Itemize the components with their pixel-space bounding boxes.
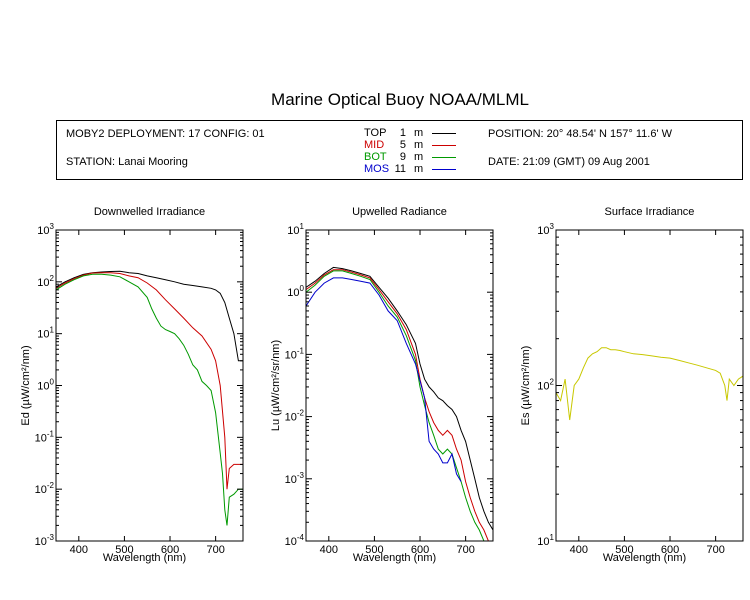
legend-swatch: [432, 157, 456, 158]
y-tick-label: 101: [287, 222, 304, 237]
y-axis-label: Ed (µW/cm²/nm): [20, 345, 32, 425]
x-tick-label: 400: [70, 544, 88, 556]
x-axis-label: Wavelength (nm): [603, 552, 686, 564]
x-tick-label: 400: [570, 544, 588, 556]
plot-frame: [555, 229, 744, 542]
legend-depth: 5: [399, 139, 406, 151]
legend-depth: 9: [399, 151, 406, 163]
legend-label-mos: MOS: [364, 163, 390, 175]
x-axis-label: Wavelength (nm): [103, 552, 186, 564]
x-tick-label: 500: [615, 544, 633, 556]
plot-frame: [305, 229, 494, 542]
y-tick-label: 10-1: [285, 346, 305, 361]
x-tick-label: 700: [706, 544, 724, 556]
x-tick-label: 700: [456, 544, 474, 556]
legend-unit: m: [414, 163, 424, 175]
x-tick-label: 400: [320, 544, 338, 556]
y-axis-label: Es (µW/cm²/nm): [520, 346, 532, 426]
y-tick-label: 10-3: [285, 471, 305, 486]
x-tick-label: 600: [161, 544, 179, 556]
x-tick-label: 500: [115, 544, 133, 556]
legend-unit: m: [414, 127, 424, 139]
chart-1: Upwelled Radiance 400 500 600 700 Wavelength …: [270, 206, 494, 564]
date-text: DATE: 21:09 (GMT) 09 Aug 2001: [488, 156, 650, 168]
y-tick-label: 10-2: [285, 409, 305, 424]
station-text: STATION: Lanai Mooring: [66, 156, 188, 168]
x-tick-label: 700: [206, 544, 224, 556]
series-line-1: [56, 272, 243, 490]
legend-unit: m: [414, 151, 424, 163]
y-tick-label: 10-4: [285, 533, 305, 548]
y-tick-label: 10-2: [35, 481, 55, 496]
y-tick-label: 100: [37, 378, 54, 393]
y-tick-label: 102: [37, 274, 54, 289]
series-line-3: [306, 277, 462, 482]
series-line-0: [306, 266, 493, 531]
chart-2: Surface Irradiance 400 500 600 700 Wavelength…: [520, 206, 744, 564]
series-line-2: [306, 270, 493, 541]
legend-unit: m: [414, 139, 424, 151]
position-text: POSITION: 20° 48.54' N 157° 11.6' W: [488, 128, 672, 140]
x-axis-label: Wavelength (nm): [353, 552, 436, 564]
legend-label-top: TOP: [364, 127, 387, 139]
legend-depth: 11: [394, 163, 406, 175]
y-tick-label: 101: [537, 533, 554, 548]
chart-title: Downwelled Irradiance: [94, 206, 205, 218]
y-tick-label: 10-1: [35, 429, 55, 444]
info-box: [56, 120, 743, 180]
x-tick-label: 600: [661, 544, 679, 556]
x-tick-label: 600: [411, 544, 429, 556]
chart-0: Downwelled Irradiance 400 500 600 700 Wavelen…: [20, 206, 244, 564]
legend-label-mid: MID: [364, 139, 385, 151]
chart-title: Surface Irradiance: [605, 206, 695, 218]
y-tick-label: 102: [537, 378, 554, 393]
y-tick-label: 101: [37, 326, 54, 341]
legend-swatch: [432, 145, 456, 146]
series-line-0: [556, 347, 743, 421]
y-axis-label: Lu (µW/cm²/sr/nm): [270, 340, 282, 431]
deployment-text: MOBY2 DEPLOYMENT: 17 CONFIG: 01: [66, 128, 265, 140]
series-line-2: [56, 273, 243, 526]
legend-swatch: [432, 169, 456, 170]
legend-swatch: [432, 133, 456, 134]
legend-depth: 1: [399, 127, 406, 139]
y-tick-label: 100: [287, 284, 304, 299]
main-title: Marine Optical Buoy NOAA/MLML: [271, 90, 529, 109]
legend-label-bot: BOT: [364, 151, 387, 163]
series-line-1: [306, 269, 493, 541]
y-tick-label: 103: [537, 222, 554, 237]
y-tick-label: 103: [37, 222, 54, 237]
chart-title: Upwelled Radiance: [352, 206, 447, 218]
x-tick-label: 500: [365, 544, 383, 556]
y-tick-label: 10-3: [35, 533, 55, 548]
